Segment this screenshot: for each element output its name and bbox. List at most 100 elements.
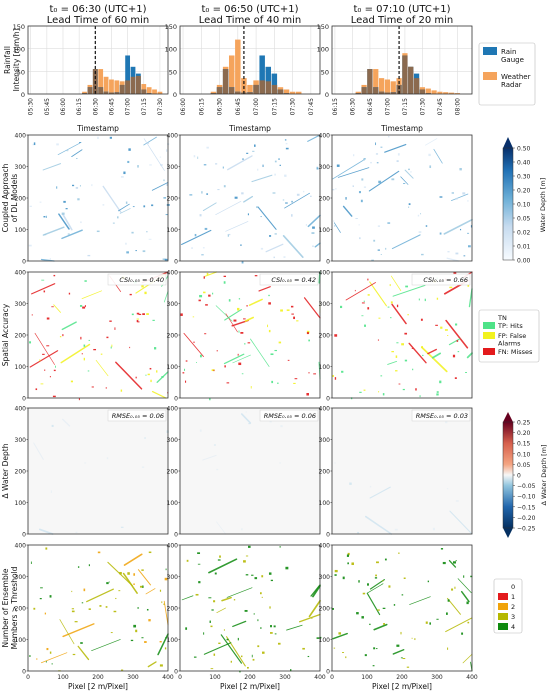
flood-cell xyxy=(165,568,167,571)
flood-street xyxy=(225,221,249,232)
flood-street xyxy=(61,321,77,331)
flood-cell xyxy=(287,359,290,361)
flood-cell xyxy=(93,348,97,351)
flood-cell xyxy=(204,227,208,230)
flood-street xyxy=(29,350,59,368)
flood-cell xyxy=(245,574,249,576)
flood-cell xyxy=(164,258,168,261)
colorbar-tick-label: 0.50 xyxy=(517,146,531,153)
flood-cell xyxy=(203,632,205,635)
flood-street xyxy=(39,528,54,535)
flood-cell xyxy=(401,343,404,346)
flood-cell xyxy=(133,583,135,585)
legend-box xyxy=(478,42,536,106)
flood-cell xyxy=(455,500,459,502)
flood-cell xyxy=(72,184,75,187)
map-panel-ensemble: 00 100 100 200 200 300 300 400 400 Pixel [2 m/Pix… xyxy=(319,543,478,692)
flood-street xyxy=(265,243,284,253)
flood-cell xyxy=(398,552,400,554)
flood-cell xyxy=(403,577,406,579)
flood-street xyxy=(369,579,385,590)
flood-street xyxy=(431,352,442,359)
flood-street xyxy=(151,182,169,191)
bar-overlap xyxy=(125,80,131,94)
flood-cell xyxy=(163,603,165,605)
y-tick-label: 100 xyxy=(165,46,177,54)
flood-cell xyxy=(148,238,152,240)
flood-cell xyxy=(203,164,207,166)
colorbar-extend-arrow xyxy=(503,528,513,538)
flood-cell xyxy=(62,334,64,337)
flood-street xyxy=(299,613,321,623)
flood-cell xyxy=(269,606,271,609)
flood-cell xyxy=(31,314,33,316)
flood-cell xyxy=(146,608,149,611)
bar-radar xyxy=(378,78,385,94)
flood-cell xyxy=(105,387,108,389)
flood-cell xyxy=(163,197,167,199)
x-tick-label: 07:00 xyxy=(125,98,132,115)
legend-label: 2 xyxy=(511,603,515,611)
colorbar-tick-label: 0.20 xyxy=(517,430,531,437)
flood-cell xyxy=(53,369,56,372)
colorbar-tick-label: −0.25 xyxy=(517,526,536,533)
y-tick-label: 400 xyxy=(167,133,179,140)
y-tick-label: 0 xyxy=(22,259,26,266)
flood-street xyxy=(215,200,242,215)
flood-cell xyxy=(367,583,369,586)
flood-cell xyxy=(419,395,421,398)
y-tick-label: 300 xyxy=(167,301,179,308)
bar-radar xyxy=(114,80,120,94)
flood-cell xyxy=(257,619,259,622)
flood-cell xyxy=(302,190,305,193)
flood-cell xyxy=(120,389,123,392)
plot-frame xyxy=(179,25,321,95)
flood-cell xyxy=(363,186,367,188)
flood-street xyxy=(284,192,311,209)
colorbar-tick-label: −0.20 xyxy=(517,515,536,522)
ensemble-legend: 0 1 2 3 4 xyxy=(493,578,523,634)
y-tick-label: 100 xyxy=(167,364,179,371)
label-line: Spatial Accuracy xyxy=(1,303,10,366)
colorbar-depth-label: Water Depth [m] xyxy=(539,178,547,233)
flood-cell xyxy=(148,619,151,622)
flood-street xyxy=(216,521,226,535)
flood-cell xyxy=(154,347,157,350)
flood-cell xyxy=(240,655,243,658)
flood-street xyxy=(62,213,73,231)
flood-cell xyxy=(311,232,315,234)
flood-cell xyxy=(272,192,276,194)
flood-street xyxy=(450,193,469,201)
legend-label: 1 xyxy=(511,593,515,601)
flood-cell xyxy=(395,370,398,372)
flood-cell xyxy=(30,561,32,564)
flood-cell xyxy=(151,204,154,207)
flood-cell xyxy=(52,395,56,398)
flood-cell xyxy=(361,616,364,619)
flood-cell xyxy=(382,393,385,396)
colorbar-depth: 0.50 0.40 0.30 0.20 0.10 0.05 0.02 0.01 0.00 Wate… xyxy=(502,137,547,265)
flood-cell xyxy=(273,625,276,628)
flood-cell xyxy=(420,318,423,321)
x-tick-label: 400 xyxy=(314,674,326,681)
flood-street xyxy=(221,596,232,602)
flood-street xyxy=(400,176,409,185)
flood-street xyxy=(332,632,348,640)
flood-cell xyxy=(244,609,248,612)
flood-cell xyxy=(293,382,296,384)
flood-cell xyxy=(374,577,378,579)
flood-cell xyxy=(253,613,255,615)
flood-cell xyxy=(141,585,144,588)
flood-street xyxy=(457,578,472,593)
y-tick-label: 0 xyxy=(22,532,26,539)
metric-label: RMSE₀.₀₅ = 0.03 xyxy=(416,412,468,420)
flood-cell xyxy=(377,609,380,611)
y-tick-label: 300 xyxy=(167,164,179,171)
flood-cell xyxy=(128,148,131,151)
y-tick-label: 0 xyxy=(326,259,330,266)
flood-cell xyxy=(141,466,145,468)
bar-radar xyxy=(146,87,152,94)
flood-street xyxy=(123,553,143,566)
flood-cell xyxy=(421,253,424,256)
flood-cell xyxy=(125,242,127,245)
